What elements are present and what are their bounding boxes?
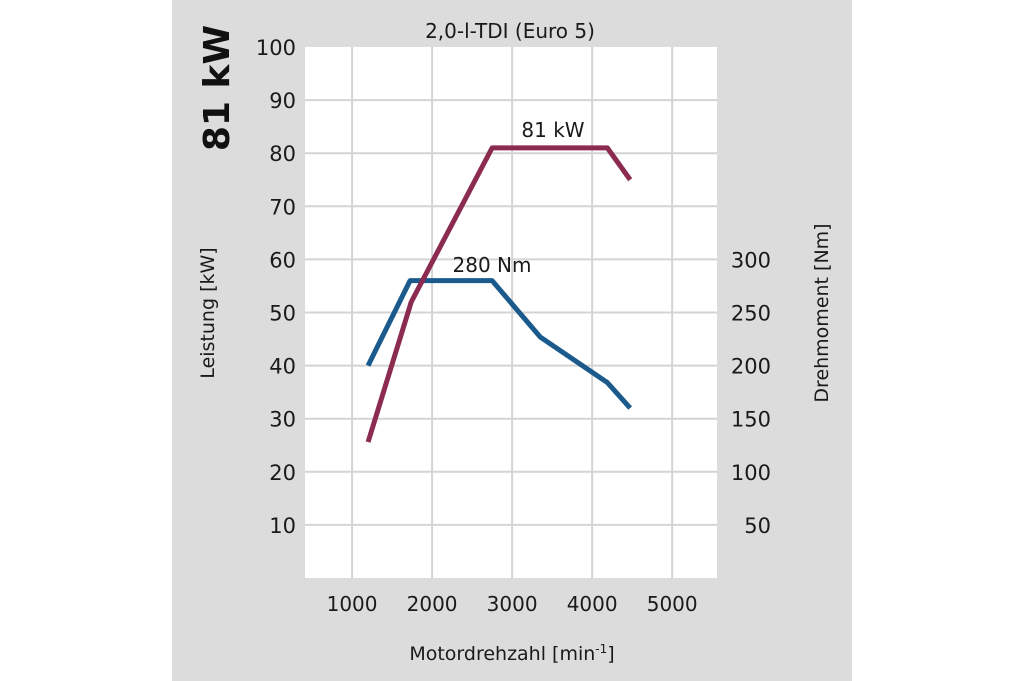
y-axis-right-label: Drehmoment [Nm] [811, 223, 833, 402]
power-line [365, 145, 633, 443]
y-left-tick-label: 90 [269, 89, 296, 113]
series-label-power: 81 kW [521, 118, 584, 142]
y-right-tick-label: 150 [731, 408, 771, 432]
series-label-torque: 280 Nm [453, 253, 532, 277]
y-right-tick-label: 300 [731, 248, 771, 272]
y-left-tick-label: 100 [256, 36, 296, 60]
y-left-tick-label: 60 [269, 248, 296, 272]
y-left-tick-label: 20 [269, 461, 296, 485]
y-left-tick-label: 70 [269, 195, 296, 219]
y-left-tick-label: 50 [269, 302, 296, 326]
y-right-tick-label: 250 [731, 302, 771, 326]
x-tick-label: 2000 [407, 592, 458, 616]
y-right-tick-label: 50 [744, 514, 771, 538]
y-left-tick-label: 40 [269, 355, 296, 379]
chart-title: 2,0-l-TDI (Euro 5) [425, 19, 595, 43]
x-tick-label: 5000 [647, 592, 698, 616]
y-right-tick-label: 100 [731, 461, 771, 485]
torque-line [365, 278, 633, 410]
y-left-tick-label: 30 [269, 408, 296, 432]
x-tick-label: 1000 [327, 592, 378, 616]
y-axis-left-label: Leistung [kW] [197, 247, 219, 378]
y-left-tick-label: 80 [269, 142, 296, 166]
y-left-tick-label: 10 [269, 514, 296, 538]
x-axis-label: Motordrehzahl [min-1] [409, 642, 614, 665]
side-label: 81 kW [197, 25, 238, 151]
x-tick-label: 3000 [487, 592, 538, 616]
y-right-tick-label: 200 [731, 355, 771, 379]
x-tick-label: 4000 [567, 592, 618, 616]
